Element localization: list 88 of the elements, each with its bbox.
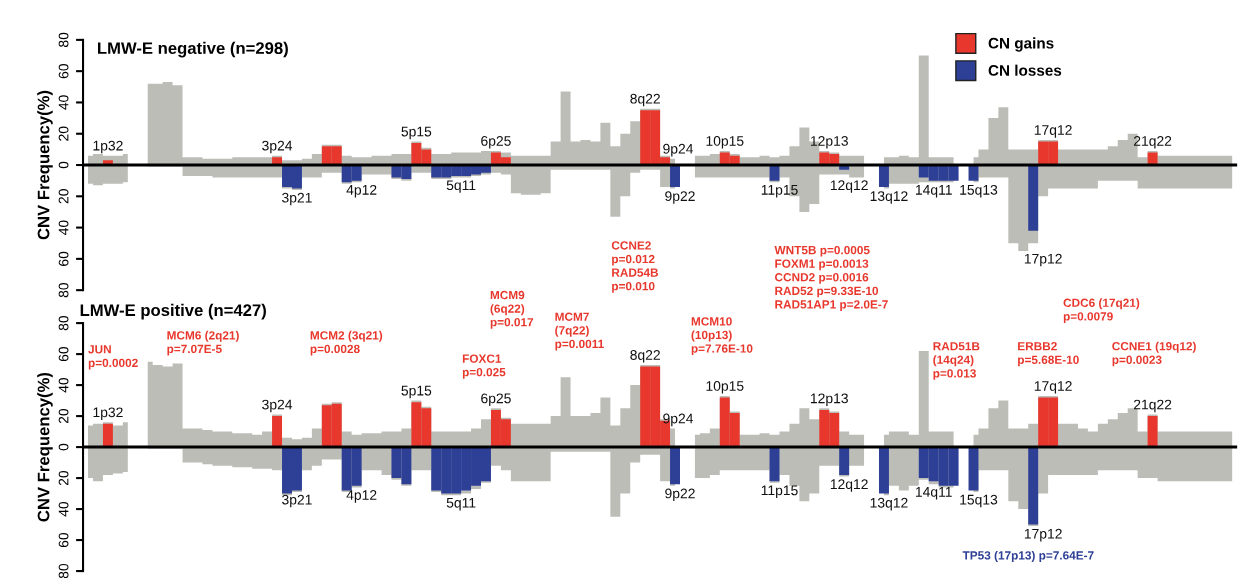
bar xyxy=(102,423,113,448)
y-tick-label: 40 xyxy=(58,95,69,110)
annotation: WNT5B p=0.0005 FOXM1 p=0.0013 CCND2 p=0.0016 RAD52 p=9.33E-10 RAD51AP1 p=2.0E-7 xyxy=(774,245,888,311)
annotation: 14q11 xyxy=(915,487,952,500)
annotation: CCNE1 (19q12) p=0.0023 xyxy=(1112,341,1196,367)
y-tick-label: 60 xyxy=(58,532,69,548)
annotation: TP53 (17p13) p=7.64E-7 xyxy=(962,550,1094,562)
bar xyxy=(1028,165,1039,231)
y-tick-label: 40 xyxy=(58,220,69,235)
annotation: 5p15 xyxy=(401,126,432,140)
chart-title: LMW-E negative (n=298) xyxy=(98,41,288,58)
y-tick-label: 20 xyxy=(58,470,69,486)
y-tick-label: 40 xyxy=(58,377,69,393)
bar xyxy=(1147,416,1158,448)
annotation: MCM6 (2q21) p=7.07E-5 xyxy=(167,330,239,356)
annotation: 6p25 xyxy=(481,393,511,407)
annotation: 4p12 xyxy=(346,184,377,198)
annotation: 3p24 xyxy=(262,140,293,154)
annotation: 5q11 xyxy=(446,180,476,193)
y-tick-label: 60 xyxy=(58,346,69,362)
annotation: 15q13 xyxy=(960,184,998,198)
annotation: 11p15 xyxy=(761,185,798,198)
y-tick-label: 40 xyxy=(58,501,69,517)
bar xyxy=(670,165,680,187)
annotation: 21q22 xyxy=(1133,136,1172,149)
annotation: 1p32 xyxy=(93,140,123,154)
annotation: 6p25 xyxy=(481,136,511,149)
annotation: ERBB2 p=5.68E-10 xyxy=(1018,342,1079,367)
annotation: 3p21 xyxy=(282,192,312,206)
annotation: 5p15 xyxy=(401,385,432,399)
annotation: 9p24 xyxy=(663,413,694,427)
annotation: 9p22 xyxy=(665,488,695,502)
annotation: 12q12 xyxy=(830,479,868,492)
annotation: MCM10 (10p13) p=7.76E-10 xyxy=(691,317,753,356)
annotation: 15q13 xyxy=(960,494,998,508)
annotation: 5q11 xyxy=(446,497,476,511)
annotation: 10p15 xyxy=(706,381,744,394)
annotation: JUN p=0.0002 xyxy=(88,345,138,370)
annotation: 14q11 xyxy=(915,185,952,198)
annotation: 13q12 xyxy=(870,191,908,204)
annotation: MCM7 (7q22) p=0.0011 xyxy=(555,312,604,351)
annotation: 11p15 xyxy=(761,485,798,498)
y-tick-label: 20 xyxy=(58,189,69,204)
annotation: 17q12 xyxy=(1034,381,1072,394)
chart-title: LMW-E positive (n=427) xyxy=(80,303,266,320)
bar xyxy=(670,447,680,485)
y-tick-label: 80 xyxy=(58,282,69,298)
legend-label: CN gains xyxy=(988,37,1054,52)
annotation: 3p21 xyxy=(282,494,312,508)
annotation: 1p32 xyxy=(93,407,123,420)
annotation: 21q22 xyxy=(1133,399,1172,413)
y-tick-label: 80 xyxy=(58,563,69,578)
y-tick-label: 80 xyxy=(58,32,69,47)
annotation: 3p24 xyxy=(262,399,293,413)
annotation: 17p12 xyxy=(1024,528,1062,542)
annotation: 9p22 xyxy=(665,191,695,204)
annotation: RAD51B (14q24) p=0.013 xyxy=(933,342,980,380)
y-axis-title: CNV Frequency(%) xyxy=(37,90,53,240)
y-tick-label: 60 xyxy=(58,251,69,266)
annotation: 9p24 xyxy=(663,143,694,157)
bar xyxy=(1028,447,1039,525)
annotation: 10p15 xyxy=(706,136,744,149)
bar xyxy=(878,165,889,187)
annotation: 12p13 xyxy=(810,393,848,407)
bar xyxy=(272,416,283,448)
annotation: MCM9 (6q22) p=0.017 xyxy=(490,290,534,329)
annotation: 17p12 xyxy=(1024,253,1062,267)
annotation: 17q12 xyxy=(1034,125,1072,138)
legend-label: CN losses xyxy=(988,64,1062,76)
y-axis-title: CNV Frequency(%) xyxy=(37,372,53,522)
annotation: CCNE2 p=0.012 RAD54B p=0.010 xyxy=(611,241,659,293)
y-tick-label: 80 xyxy=(58,315,69,331)
annotation: FOXC1 p=0.025 xyxy=(462,354,506,379)
text: CDC6 (17q21) p=0.0079 xyxy=(1063,298,1140,323)
bar xyxy=(839,447,850,475)
annotation: 13q12 xyxy=(870,497,908,511)
annotation: 8q22 xyxy=(630,350,660,363)
annotation: 4p12 xyxy=(346,490,377,503)
y-tick-label: 60 xyxy=(58,63,69,79)
bar xyxy=(878,447,889,494)
y-tick-label: 20 xyxy=(58,126,69,141)
y-tick-label: 0 xyxy=(58,161,69,169)
annotation: 12q12 xyxy=(830,180,868,193)
annotation: 12p13 xyxy=(810,136,848,149)
y-tick-label: 20 xyxy=(58,408,69,424)
y-tick-label: 0 xyxy=(58,443,69,451)
annotation: MCM2 (3q21) p=0.0028 xyxy=(310,330,383,356)
annotation: 8q22 xyxy=(630,93,660,107)
